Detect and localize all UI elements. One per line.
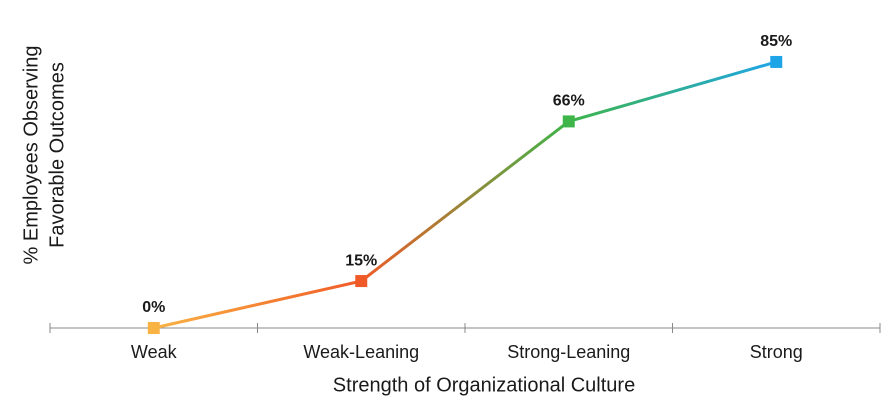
x-tick-label: Weak bbox=[131, 342, 178, 362]
marker bbox=[562, 115, 575, 128]
value-label: 66% bbox=[553, 93, 585, 110]
x-axis-label: Strength of Organizational Culture bbox=[333, 374, 635, 396]
value-label: 85% bbox=[760, 33, 792, 50]
marker bbox=[355, 275, 368, 288]
y-axis-label: Favorable Outcomes bbox=[46, 62, 68, 248]
line bbox=[153, 60, 777, 330]
x-tick-label: Weak-Leaning bbox=[303, 342, 419, 362]
value-label: 0% bbox=[142, 299, 165, 316]
y-axis-label: % Employees Observing bbox=[20, 46, 42, 265]
value-label: 15% bbox=[345, 252, 377, 269]
marker bbox=[147, 322, 160, 334]
x-tick-label: Strong-Leaning bbox=[507, 342, 630, 362]
x-tick-label: Strong bbox=[750, 342, 803, 362]
marker bbox=[770, 55, 783, 68]
